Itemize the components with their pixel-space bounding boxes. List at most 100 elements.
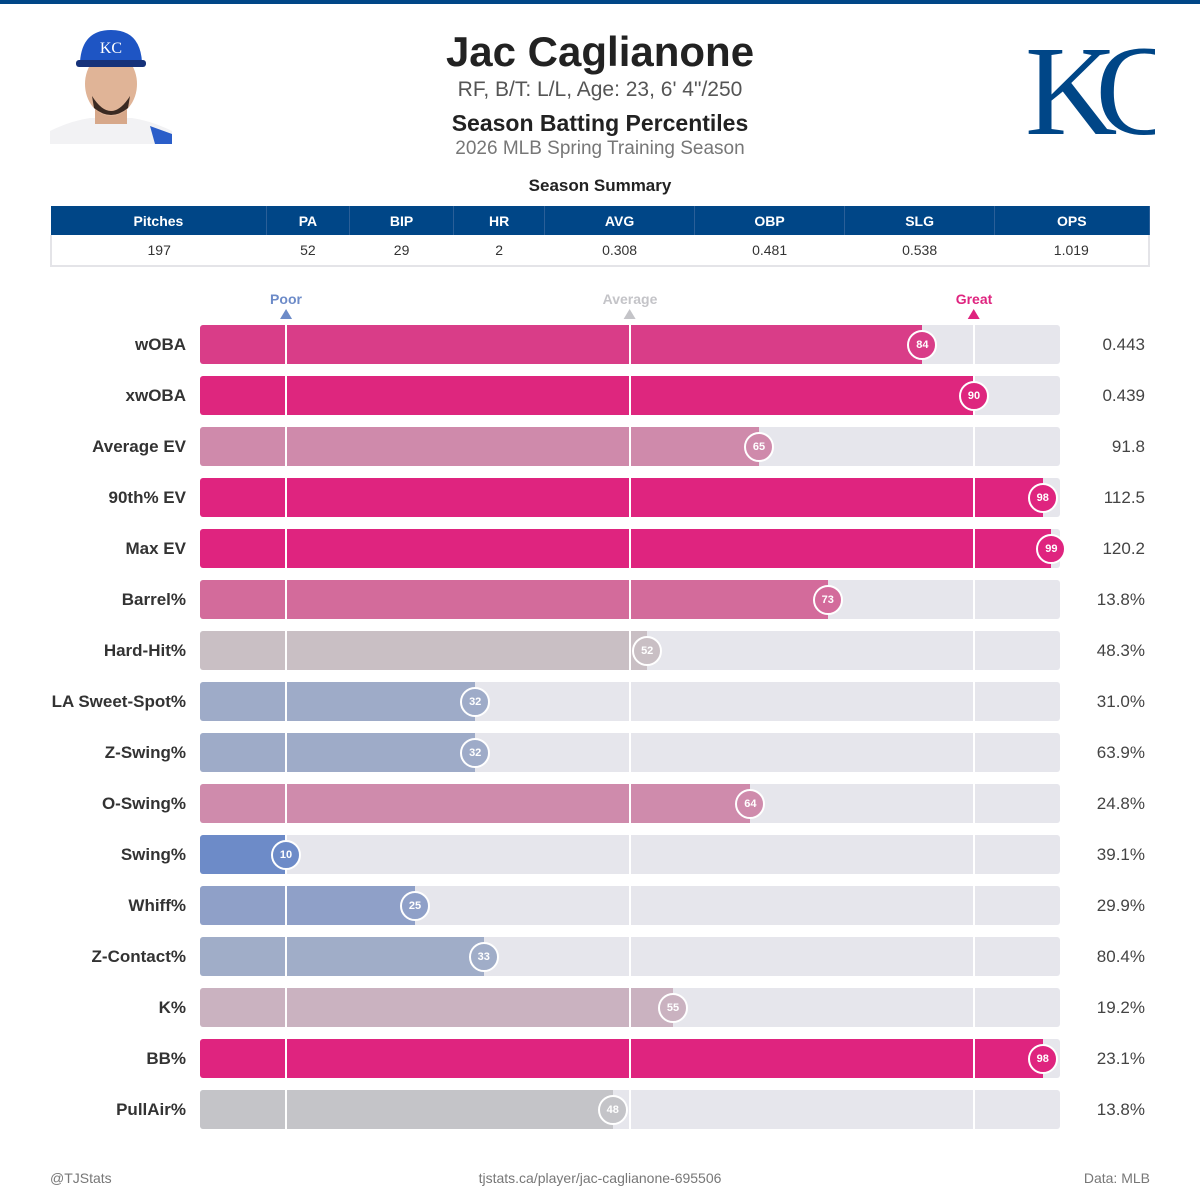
percentile-track: 90 xyxy=(200,376,1060,415)
percentile-bar xyxy=(200,733,476,772)
percentile-badge: 25 xyxy=(400,891,430,921)
great-gridline xyxy=(973,835,975,874)
metric-row: Whiff% 25 29.9% xyxy=(0,886,1200,925)
metric-value: 29.9% xyxy=(1096,896,1145,915)
percentile-bar xyxy=(200,1039,1043,1078)
metric-value: 31.0% xyxy=(1096,692,1145,711)
summary-header-obp: OBP xyxy=(694,206,846,235)
player-name: Jac Caglianone xyxy=(445,28,755,75)
metric-row: Z-Contact% 33 80.4% xyxy=(0,937,1200,976)
percentile-bar xyxy=(200,1090,613,1129)
great-gridline xyxy=(973,682,975,721)
summary-header-pa: PA xyxy=(266,206,350,235)
percentile-track: 32 xyxy=(200,682,1060,721)
metric-value: 48.3% xyxy=(1096,641,1145,660)
summary-header-ops: OPS xyxy=(994,206,1150,235)
poor-gridline xyxy=(285,376,287,415)
percentile-bar xyxy=(200,937,484,976)
percentile-track: 98 xyxy=(200,1039,1060,1078)
percentile-badge: 98 xyxy=(1027,1044,1058,1074)
percentile-badge: 32 xyxy=(460,687,491,717)
great-gridline xyxy=(973,988,975,1027)
footer-handle: @TJStats xyxy=(50,1170,112,1186)
average-gridline xyxy=(629,376,631,415)
poor-gridline xyxy=(285,631,287,670)
metric-value: 39.1% xyxy=(1096,845,1145,864)
average-gridline xyxy=(629,835,631,874)
chart-title: Season Batting Percentiles xyxy=(451,110,749,136)
summary-header-bip: BIP xyxy=(349,206,455,235)
percentile-bar xyxy=(200,427,759,466)
average-triangle-icon xyxy=(624,309,636,319)
percentile-bar xyxy=(200,886,415,925)
metric-label: Hard-Hit% xyxy=(103,641,186,660)
metric-label: K% xyxy=(158,998,186,1017)
metric-value: 63.9% xyxy=(1096,743,1145,762)
percentile-track: 52 xyxy=(200,631,1060,670)
percentile-track: 33 xyxy=(200,937,1060,976)
percentile-track: 10 xyxy=(200,835,1060,874)
percentile-track: 73 xyxy=(200,580,1060,619)
average-gridline xyxy=(629,580,631,619)
metric-row: Swing% 10 39.1% xyxy=(0,835,1200,874)
percentile-badge: 33 xyxy=(468,942,499,972)
percentile-track: 65 xyxy=(200,427,1060,466)
summary-header-slg: SLG xyxy=(844,206,996,235)
average-gridline xyxy=(629,886,631,925)
poor-gridline xyxy=(285,1090,287,1129)
percentile-badge: 48 xyxy=(597,1095,628,1125)
average-gridline xyxy=(629,988,631,1027)
metric-label: LA Sweet-Spot% xyxy=(51,692,186,711)
percentile-track: 48 xyxy=(200,1090,1060,1129)
average-gridline xyxy=(629,784,631,823)
summary-value-hr: 2 xyxy=(453,235,545,267)
metric-row: Max EV 99 120.2 xyxy=(0,529,1200,568)
summary-value-pitches: 197 xyxy=(51,235,267,267)
metric-row: BB% 98 23.1% xyxy=(0,1039,1200,1078)
summary-value-obp: 0.481 xyxy=(694,235,845,267)
metric-label: Z-Swing% xyxy=(104,743,186,762)
metric-row: Hard-Hit% 52 48.3% xyxy=(0,631,1200,670)
percentile-track: 64 xyxy=(200,784,1060,823)
great-gridline xyxy=(973,325,975,364)
percentile-bar xyxy=(200,325,923,364)
metric-label: BB% xyxy=(146,1049,186,1068)
percentile-badge: 65 xyxy=(744,432,774,462)
season-summary-table: Pitches PA BIP HR AVG OBP SLG OPS 197 52 29 2 0.308… xyxy=(50,206,1150,267)
summary-value-pa: 52 xyxy=(266,235,350,267)
average-gridline xyxy=(629,427,631,466)
summary-header-avg: AVG xyxy=(544,206,696,235)
great-gridline xyxy=(973,1039,975,1078)
percentile-bar xyxy=(200,682,476,721)
average-gridline xyxy=(629,733,631,772)
poor-gridline xyxy=(285,1039,287,1078)
poor-triangle-icon xyxy=(279,309,292,319)
metric-label: Whiff% xyxy=(128,896,186,915)
summary-value-bip: 29 xyxy=(349,235,454,267)
poor-marker: Poor xyxy=(270,291,302,319)
metric-row: LA Sweet-Spot% 32 31.0% xyxy=(0,682,1200,721)
metric-row: 90th% EV 98 112.5 xyxy=(0,478,1200,517)
svg-text:KC: KC xyxy=(100,40,122,57)
metric-label: Z-Contact% xyxy=(91,947,186,966)
season-label: 2026 MLB Spring Training Season xyxy=(455,138,745,159)
average-gridline xyxy=(629,529,631,568)
poor-label: Poor xyxy=(270,291,302,307)
summary-header-hr: HR xyxy=(453,206,546,235)
svg-text:KC: KC xyxy=(1025,22,1155,144)
percentile-bar xyxy=(200,478,1043,517)
metric-value: 13.8% xyxy=(1096,590,1145,609)
great-label: Great xyxy=(955,291,993,307)
metric-row: Average EV 65 91.8 xyxy=(0,427,1200,466)
poor-gridline xyxy=(285,988,287,1027)
average-gridline xyxy=(629,682,631,721)
metric-value: 112.5 xyxy=(1103,488,1145,507)
team-logo: KC xyxy=(1025,22,1155,144)
average-gridline xyxy=(629,478,631,517)
metric-value: 91.8 xyxy=(1111,437,1145,456)
metric-label: Average EV xyxy=(92,437,186,456)
summary-header-pitches: Pitches xyxy=(51,206,267,235)
metric-value: 13.8% xyxy=(1096,1100,1145,1119)
percentile-bar xyxy=(200,580,828,619)
average-gridline xyxy=(629,937,631,976)
